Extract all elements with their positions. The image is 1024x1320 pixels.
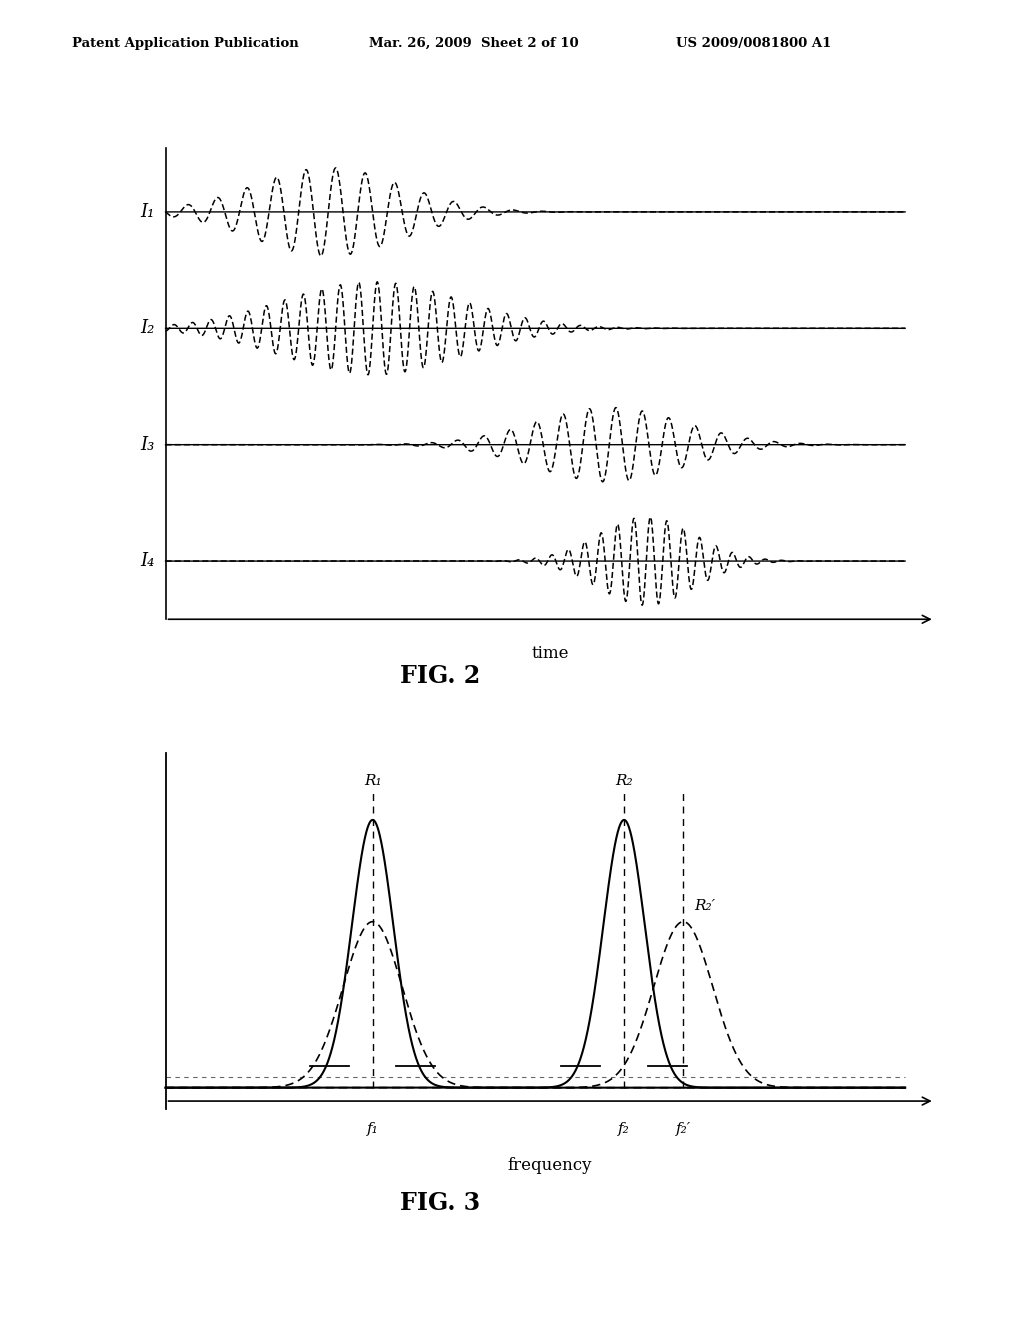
Text: Mar. 26, 2009  Sheet 2 of 10: Mar. 26, 2009 Sheet 2 of 10: [369, 37, 579, 50]
Text: I₂: I₂: [140, 319, 155, 338]
Text: I₃: I₃: [140, 436, 155, 454]
Text: Patent Application Publication: Patent Application Publication: [72, 37, 298, 50]
Text: R₂: R₂: [615, 774, 633, 788]
Text: f₂′: f₂′: [676, 1122, 691, 1137]
Text: US 2009/0081800 A1: US 2009/0081800 A1: [676, 37, 831, 50]
Text: I₁: I₁: [140, 203, 155, 220]
Text: FIG. 2: FIG. 2: [400, 664, 480, 688]
Text: f₂: f₂: [618, 1122, 630, 1137]
Text: f₁: f₁: [367, 1122, 379, 1137]
Text: R₂′: R₂′: [694, 899, 716, 912]
Text: I₄: I₄: [140, 552, 155, 570]
Text: time: time: [531, 645, 569, 661]
Text: R₁: R₁: [364, 774, 381, 788]
Text: frequency: frequency: [508, 1158, 592, 1175]
Text: FIG. 3: FIG. 3: [400, 1191, 480, 1214]
